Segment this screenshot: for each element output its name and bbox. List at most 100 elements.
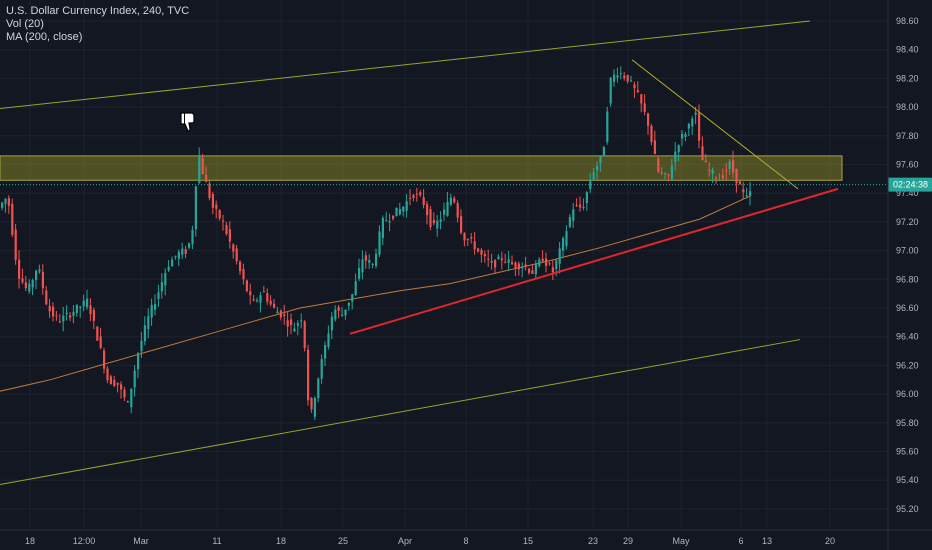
candle-down xyxy=(742,189,745,193)
candle-down xyxy=(432,219,435,224)
candle-down xyxy=(89,305,92,315)
candle-down xyxy=(487,258,490,260)
candle-up xyxy=(565,231,568,247)
candle-up xyxy=(395,207,398,217)
candle-up xyxy=(521,266,524,269)
candle-down xyxy=(473,241,476,250)
candle-up xyxy=(749,191,752,196)
candle-down xyxy=(211,194,214,208)
candle-up xyxy=(555,260,558,270)
x-tick-label: 20 xyxy=(825,536,835,546)
y-tick-label: 97.80 xyxy=(896,131,919,141)
candle-up xyxy=(82,300,85,307)
legend-volume[interactable]: Vol (20) xyxy=(6,18,44,30)
candle-up xyxy=(154,304,157,310)
candle-up xyxy=(167,266,170,271)
candle-down xyxy=(650,125,653,142)
candle-down xyxy=(303,321,306,349)
candle-down xyxy=(698,112,701,141)
candle-down xyxy=(548,263,551,265)
thumbs-down-icon[interactable] xyxy=(180,112,195,132)
y-tick-label: 98.20 xyxy=(896,73,919,83)
candle-down xyxy=(721,175,724,179)
candle-down xyxy=(279,310,282,318)
candle-up xyxy=(381,217,384,238)
candle-down xyxy=(205,174,208,182)
candle-up xyxy=(602,147,605,157)
candle-down xyxy=(735,168,738,184)
candle-up xyxy=(334,309,337,320)
candle-down xyxy=(453,198,456,203)
y-tick-label: 95.40 xyxy=(896,475,919,485)
candle-up xyxy=(599,156,602,164)
candle-down xyxy=(636,90,639,93)
candle-up xyxy=(361,259,364,273)
candle-up xyxy=(150,304,153,318)
candle-up xyxy=(589,181,592,189)
candle-down xyxy=(239,261,242,272)
x-tick-label: May xyxy=(672,536,690,546)
candle-up xyxy=(490,261,493,263)
legend-title[interactable]: U.S. Dollar Currency Index, 240, TVC xyxy=(6,5,190,17)
candle-up xyxy=(157,292,160,300)
candle-up xyxy=(681,133,684,139)
candle-up xyxy=(674,151,677,162)
candle-up xyxy=(317,378,320,399)
candle-up xyxy=(616,75,619,78)
candle-up xyxy=(324,345,327,359)
candle-down xyxy=(660,172,663,174)
candle-down xyxy=(242,269,245,280)
candle-down xyxy=(116,382,119,385)
candle-down xyxy=(460,216,463,233)
candle-down xyxy=(286,320,289,327)
y-tick-label: 98.40 xyxy=(896,45,919,55)
y-tick-label: 95.60 xyxy=(896,447,919,457)
legend-ma[interactable]: MA (200, close) xyxy=(6,31,83,43)
candle-up xyxy=(320,359,323,379)
resistance-trendline[interactable] xyxy=(631,59,799,190)
y-tick-label: 97.40 xyxy=(896,188,919,198)
candle-down xyxy=(640,94,643,104)
candle-up xyxy=(558,248,561,264)
candle-down xyxy=(633,84,636,89)
x-tick-label: 18 xyxy=(276,536,286,546)
candle-up xyxy=(344,309,347,316)
candle-up xyxy=(35,270,38,280)
candle-up xyxy=(72,311,75,316)
channel-upper-line[interactable] xyxy=(0,20,811,110)
x-tick-label: 12:00 xyxy=(73,536,96,546)
candle-up xyxy=(670,165,673,180)
candle-up xyxy=(341,314,344,316)
candle-down xyxy=(24,282,27,289)
candle-down xyxy=(69,315,72,318)
channel-lower-line[interactable] xyxy=(0,339,801,485)
candle-down xyxy=(582,206,585,208)
candle-down xyxy=(109,376,112,385)
candle-up xyxy=(728,161,731,170)
candle-up xyxy=(1,202,4,208)
candle-up xyxy=(497,256,500,260)
candle-up xyxy=(684,134,687,138)
candle-up xyxy=(375,253,378,266)
candle-up xyxy=(613,74,616,82)
candle-down xyxy=(21,278,24,283)
y-tick-label: 96.20 xyxy=(896,360,919,370)
candle-up xyxy=(351,294,354,302)
candle-down xyxy=(517,263,520,270)
candle-down xyxy=(531,270,534,274)
candle-up xyxy=(368,259,371,263)
y-tick-label: 97.20 xyxy=(896,217,919,227)
candle-up xyxy=(164,272,167,286)
candle-up xyxy=(443,209,446,215)
candle-down xyxy=(269,300,272,305)
candle-down xyxy=(657,158,660,172)
candle-up xyxy=(402,206,405,212)
candle-down xyxy=(511,262,514,265)
support-trendline[interactable] xyxy=(349,187,839,335)
candle-down xyxy=(738,181,741,185)
candle-up xyxy=(191,229,194,245)
candle-up xyxy=(177,251,180,259)
candle-down xyxy=(480,249,483,255)
